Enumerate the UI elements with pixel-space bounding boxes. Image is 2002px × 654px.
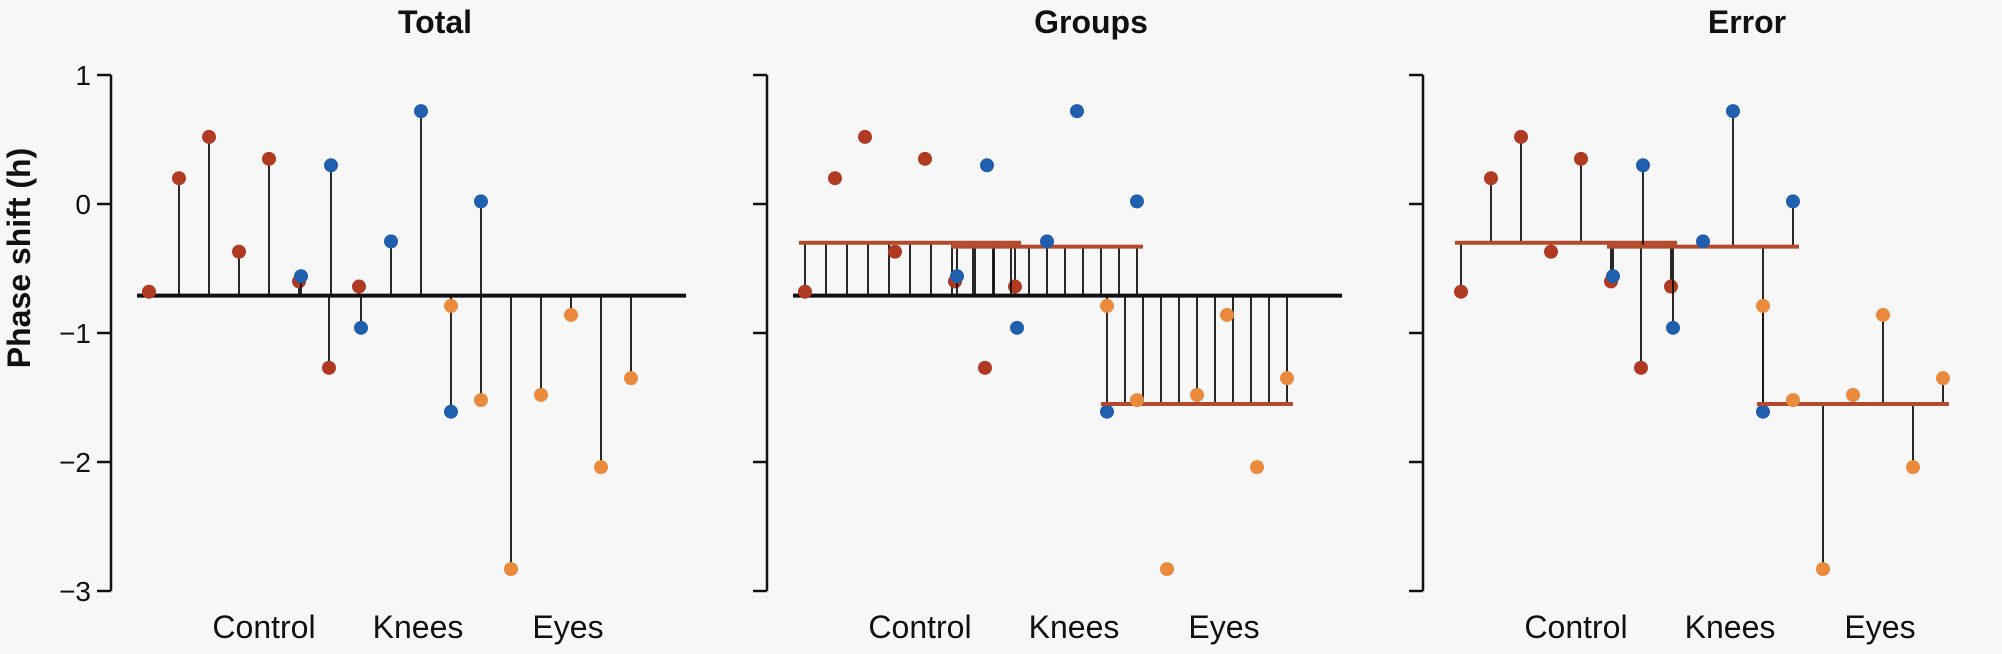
data-point bbox=[474, 194, 488, 209]
data-point bbox=[262, 151, 276, 166]
data-point bbox=[1936, 371, 1950, 386]
data-point bbox=[352, 279, 366, 294]
x-tick-label: Control bbox=[212, 609, 315, 645]
y-axis-label: Phase shift (h) bbox=[1, 148, 37, 368]
data-point bbox=[1664, 279, 1678, 294]
data-point bbox=[1070, 104, 1084, 119]
data-point bbox=[950, 269, 964, 284]
panel-title: Total bbox=[398, 4, 472, 40]
x-tick-label: Knees bbox=[1685, 609, 1776, 645]
data-point bbox=[294, 269, 308, 284]
x-tick-label: Knees bbox=[373, 609, 464, 645]
data-point bbox=[172, 171, 186, 186]
data-point bbox=[1606, 269, 1620, 284]
x-tick-label: Eyes bbox=[532, 609, 603, 645]
data-point bbox=[1010, 320, 1024, 335]
data-point bbox=[1514, 129, 1528, 144]
panel-title: Error bbox=[1708, 4, 1786, 40]
y-tick-label: 1 bbox=[75, 60, 91, 91]
data-point bbox=[384, 234, 398, 249]
data-point bbox=[1726, 104, 1740, 119]
data-point bbox=[1544, 244, 1558, 259]
data-point bbox=[798, 284, 812, 299]
data-point bbox=[1220, 307, 1234, 322]
x-tick-label: Control bbox=[1524, 609, 1627, 645]
data-point bbox=[1666, 320, 1680, 335]
data-point bbox=[564, 307, 578, 322]
data-point bbox=[444, 404, 458, 419]
data-point bbox=[1280, 371, 1294, 386]
data-point bbox=[324, 158, 338, 173]
panel-title: Groups bbox=[1034, 4, 1148, 40]
x-tick-label: Control bbox=[868, 609, 971, 645]
x-tick-label: Eyes bbox=[1844, 609, 1915, 645]
data-point bbox=[504, 562, 518, 577]
y-tick-label: −2 bbox=[59, 447, 91, 478]
data-point bbox=[624, 371, 638, 386]
data-point bbox=[980, 158, 994, 173]
data-point bbox=[142, 284, 156, 299]
data-point bbox=[1130, 393, 1144, 408]
data-point bbox=[444, 298, 458, 313]
data-point bbox=[474, 393, 488, 408]
data-point bbox=[1100, 404, 1114, 419]
data-point bbox=[1130, 194, 1144, 209]
data-point bbox=[1160, 562, 1174, 577]
data-point bbox=[232, 244, 246, 259]
data-point bbox=[1454, 284, 1468, 299]
data-point bbox=[1756, 298, 1770, 313]
data-point bbox=[1756, 404, 1770, 419]
data-point bbox=[1100, 298, 1114, 313]
data-point bbox=[1574, 151, 1588, 166]
x-tick-label: Knees bbox=[1029, 609, 1120, 645]
data-point bbox=[1484, 171, 1498, 186]
data-point bbox=[322, 360, 336, 375]
data-point bbox=[534, 387, 548, 402]
data-point bbox=[888, 244, 902, 259]
data-point bbox=[1876, 307, 1890, 322]
data-point bbox=[414, 104, 428, 119]
data-point bbox=[354, 320, 368, 335]
data-point bbox=[1906, 460, 1920, 475]
data-point bbox=[202, 129, 216, 144]
data-point bbox=[1846, 387, 1860, 402]
data-point bbox=[918, 151, 932, 166]
data-point bbox=[828, 171, 842, 186]
y-tick-label: −1 bbox=[59, 318, 91, 349]
data-point bbox=[1636, 158, 1650, 173]
data-point bbox=[1816, 562, 1830, 577]
data-point bbox=[978, 360, 992, 375]
data-point bbox=[594, 460, 608, 475]
y-tick-label: 0 bbox=[75, 189, 91, 220]
data-point bbox=[1250, 460, 1264, 475]
x-tick-label: Eyes bbox=[1188, 609, 1259, 645]
data-point bbox=[1786, 393, 1800, 408]
y-tick-label: −3 bbox=[59, 576, 91, 607]
data-point bbox=[1786, 194, 1800, 209]
data-point bbox=[1040, 234, 1054, 249]
data-point bbox=[1190, 387, 1204, 402]
data-point bbox=[1696, 234, 1710, 249]
data-point bbox=[858, 129, 872, 144]
data-point bbox=[1634, 360, 1648, 375]
